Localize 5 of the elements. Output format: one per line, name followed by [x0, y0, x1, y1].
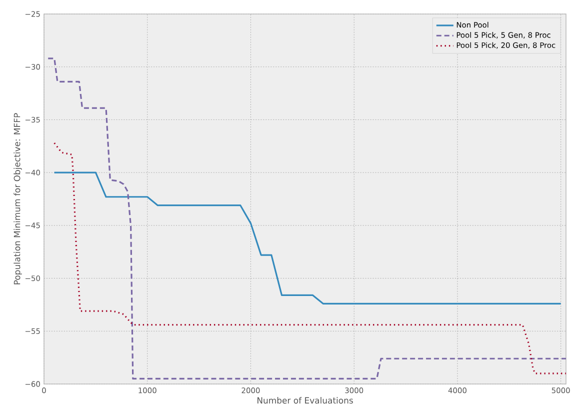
line-series [47, 58, 566, 380]
line-series [54, 142, 566, 374]
y-axis-title: Population Minimum for Objective: MFFP [14, 113, 22, 284]
line-series [54, 172, 562, 304]
x-axis-title: Number of Evaluations [258, 397, 353, 404]
